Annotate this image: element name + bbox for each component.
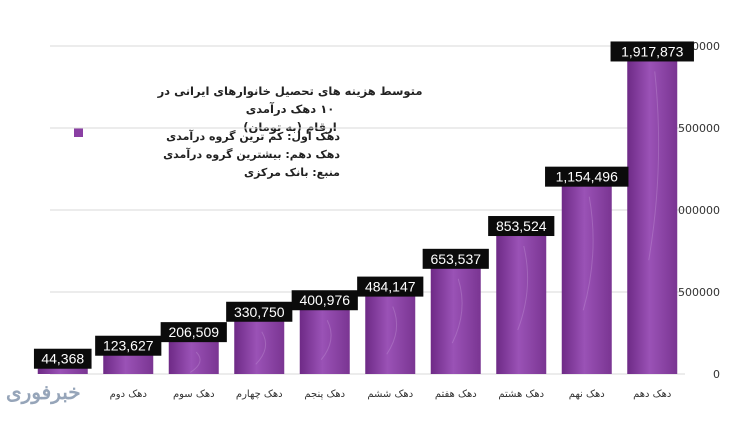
value-label-box bbox=[357, 276, 424, 297]
category-label: دهک ششم bbox=[367, 389, 413, 400]
bar bbox=[496, 234, 547, 374]
value-label-box bbox=[545, 166, 629, 187]
bar bbox=[365, 294, 416, 374]
y-tick-label: 500000 bbox=[678, 286, 720, 299]
value-label: 44,368 bbox=[41, 351, 84, 367]
value-label-box bbox=[226, 301, 293, 322]
bar bbox=[299, 308, 350, 374]
bar bbox=[627, 59, 678, 375]
category-label: دهک هشتم bbox=[498, 389, 544, 400]
bar bbox=[234, 319, 285, 374]
value-label: 484,147 bbox=[365, 279, 416, 295]
bar-highlight bbox=[386, 306, 398, 355]
value-label-box bbox=[33, 348, 92, 369]
category-label: دهک سوم bbox=[173, 389, 215, 400]
bar bbox=[430, 266, 481, 374]
chart-subtitle: ارقام (به تومان) bbox=[243, 120, 337, 134]
bar-highlight bbox=[648, 71, 660, 261]
y-tick-label: 1500000 bbox=[671, 122, 720, 135]
bar bbox=[561, 184, 612, 374]
bar bbox=[103, 353, 154, 374]
value-label: 1,917,873 bbox=[621, 43, 683, 59]
category-label: دهک پنجم bbox=[304, 389, 345, 400]
value-label: 123,627 bbox=[103, 338, 154, 354]
bar-highlight bbox=[189, 351, 201, 373]
note-source: منبع: بانک مرکزی bbox=[244, 166, 340, 179]
value-label: 400,976 bbox=[299, 292, 350, 308]
bar-highlight bbox=[255, 331, 267, 365]
value-label-box bbox=[95, 335, 162, 356]
value-label: 206,509 bbox=[168, 324, 219, 340]
category-label: دهک هفتم bbox=[435, 389, 477, 400]
value-label-box bbox=[160, 322, 227, 343]
bar-highlight bbox=[320, 320, 332, 361]
value-label: 653,537 bbox=[430, 251, 481, 267]
chart-title-block: متوسط هزینه های تحصیل خانوارهای ایرانی د… bbox=[150, 82, 430, 136]
bar-highlight bbox=[517, 245, 529, 331]
category-label: دهک دهم bbox=[633, 389, 671, 400]
bar bbox=[168, 340, 219, 374]
note-highest-decile: دهک دهم: بیشترین گروه درآمدی bbox=[163, 148, 340, 161]
value-label: 330,750 bbox=[234, 304, 285, 320]
value-label: 1,154,496 bbox=[556, 169, 618, 185]
category-label: دهک چهارم bbox=[236, 389, 283, 400]
y-tick-label: 0 bbox=[713, 368, 720, 381]
category-label: دهک نهم bbox=[569, 389, 605, 400]
bar-highlight bbox=[451, 278, 463, 344]
value-label: 853,524 bbox=[496, 218, 547, 234]
watermark-logo: خبرفوری bbox=[6, 380, 81, 404]
value-label-box bbox=[422, 248, 489, 269]
y-tick-label: 1000000 bbox=[671, 204, 720, 217]
value-label-box bbox=[610, 41, 694, 62]
category-label: دهک دوم bbox=[110, 389, 147, 400]
note-lowest-decile: دهک اول: کم ترین گروه درآمدی bbox=[166, 130, 340, 143]
chart-notes: دهک اول: کم ترین گروه درآمدی دهک دهم: بی… bbox=[150, 128, 340, 182]
bar-highlight bbox=[582, 196, 594, 311]
chart-title: متوسط هزینه های تحصیل خانوارهای ایرانی د… bbox=[157, 84, 423, 116]
bar bbox=[37, 366, 88, 374]
legend-swatch bbox=[74, 128, 83, 137]
value-label-box bbox=[488, 216, 555, 237]
value-label-box bbox=[291, 290, 358, 311]
